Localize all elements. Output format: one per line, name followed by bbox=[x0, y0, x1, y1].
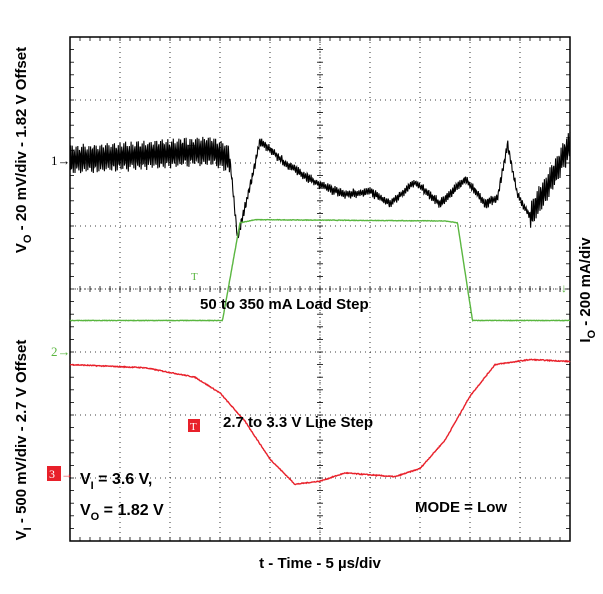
x-axis-label: t - Time - 5 µs/div bbox=[259, 555, 381, 572]
plot-grid bbox=[69, 36, 571, 542]
io-right-marker: ↓ bbox=[561, 281, 567, 295]
ch1-marker: 1→ bbox=[51, 153, 71, 168]
ch3-arrow: → bbox=[61, 467, 73, 481]
trace-io bbox=[69, 218, 571, 322]
y-axis-label-io: IO - 200 mA/div bbox=[577, 237, 598, 343]
vi-condition-label: VI = 3.6 V, bbox=[80, 471, 152, 492]
vo-condition-label: VO = 1.82 V bbox=[80, 502, 164, 523]
io-trigger-marker: T bbox=[191, 271, 198, 283]
trace-layer bbox=[69, 131, 571, 486]
trace-vo bbox=[69, 131, 571, 239]
vi-trigger-marker: T bbox=[190, 421, 197, 433]
ch3-marker-box bbox=[47, 466, 61, 481]
load-step-label: 50 to 350 mA Load Step bbox=[200, 296, 369, 313]
mode-label: MODE = Low bbox=[415, 499, 507, 516]
vo-trigger-marker: T bbox=[188, 143, 195, 155]
ch2-marker: 2→ bbox=[51, 344, 71, 359]
y-axis-label-vi: VI - 500 mV/div - 2.7 V Offset bbox=[13, 340, 34, 541]
line-step-label: 2.7 to 3.3 V Line Step bbox=[223, 414, 373, 431]
ch3-marker: 3 bbox=[49, 467, 55, 481]
plot-frame bbox=[69, 36, 571, 542]
trace-vi bbox=[69, 358, 571, 486]
vi-trigger-box bbox=[188, 419, 200, 432]
y-axis-label-vo: VO - 20 mV/div - 1.82 V Offset bbox=[13, 47, 34, 253]
